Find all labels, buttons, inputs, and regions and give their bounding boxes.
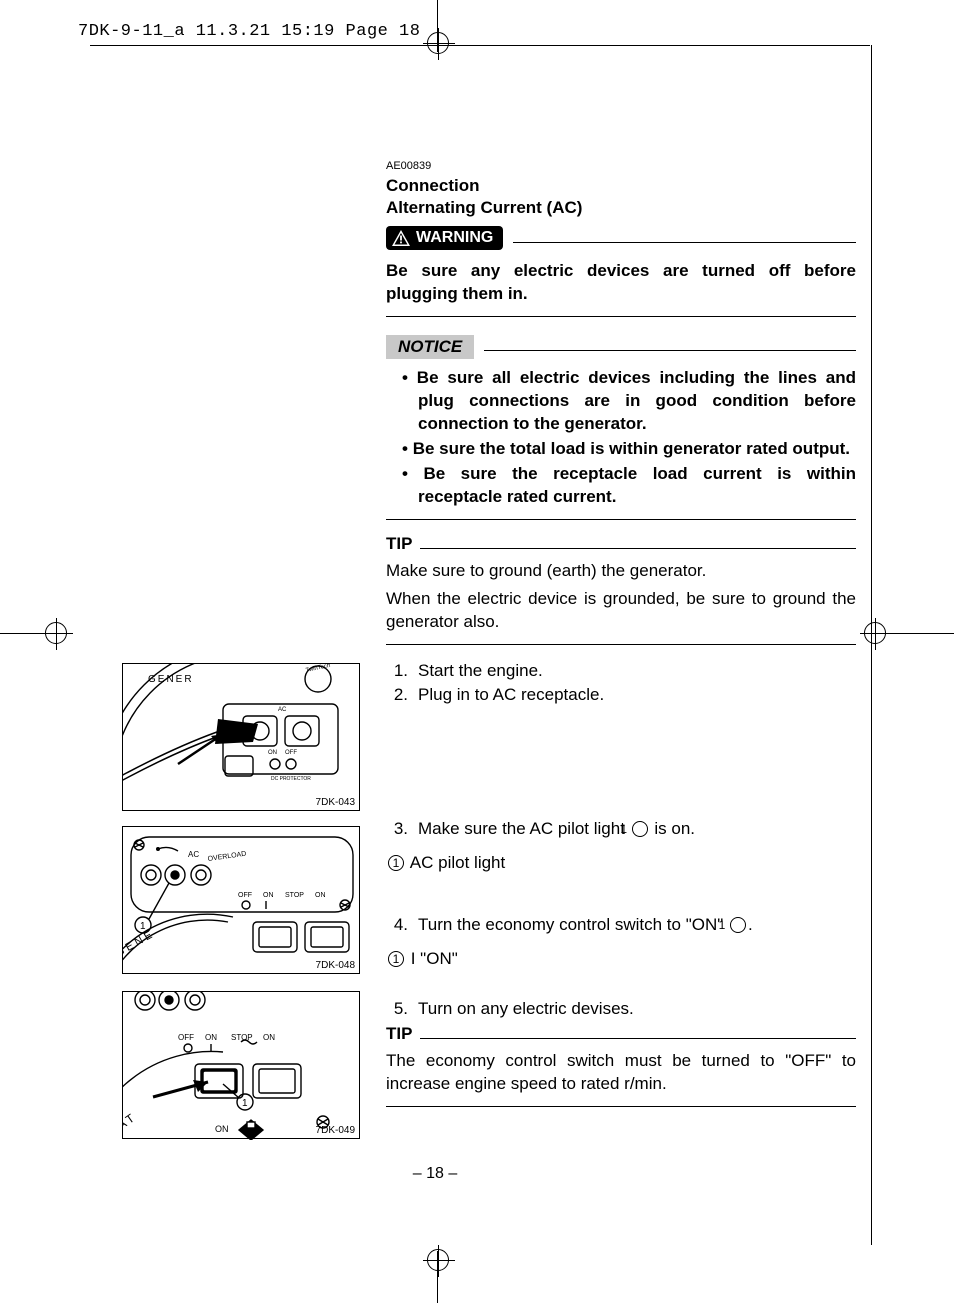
svg-text:ON: ON: [315, 892, 326, 899]
section-title: Connection: [386, 176, 856, 196]
page-number: – 18 –: [0, 1165, 870, 1183]
procedure-steps: 3.Make sure the AC pilot light 1 is on.: [386, 817, 856, 841]
svg-text:AC: AC: [188, 850, 199, 859]
figure-panel-1: GENER ON OFF AC DC PROTECTOR TwinTech 7D…: [122, 663, 360, 811]
main-column: AE00839 Connection Alternating Current (…: [386, 160, 856, 1107]
tip-text: Make sure to ground (earth) the generato…: [386, 560, 856, 583]
imprint-header: 7DK-9-11_a 11.3.21 15:19 Page 18: [78, 22, 420, 41]
svg-text:OFF: OFF: [178, 1033, 194, 1042]
notice-item: Be sure the receptacle load current is w…: [386, 463, 856, 509]
warning-heading: WARNING: [386, 226, 856, 250]
notice-badge: NOTICE: [386, 335, 474, 359]
registration-mark: [427, 32, 449, 54]
crop-mark: [871, 45, 872, 1245]
svg-text:ON: ON: [268, 750, 277, 756]
svg-text:AC: AC: [278, 707, 287, 713]
notice-list: Be sure all electric devices including t…: [386, 367, 856, 509]
notice-item: Be sure the total load is within generat…: [386, 438, 856, 461]
tip-text: When the electric device is grounded, be…: [386, 588, 856, 634]
figure-code: 7DK-048: [316, 960, 355, 971]
registration-mark: [427, 1249, 449, 1271]
svg-text:1: 1: [140, 921, 146, 932]
svg-text:DC PROTECTOR: DC PROTECTOR: [271, 776, 311, 782]
step-item: 5.Turn on any electric devises.: [386, 997, 856, 1021]
step-item: 4.Turn the economy control switch to "ON…: [386, 913, 856, 937]
svg-text:TwinTech: TwinTech: [305, 664, 331, 674]
svg-text:ON: ON: [205, 1033, 217, 1042]
callout-1-icon: 1: [388, 951, 404, 967]
svg-text:ON: ON: [263, 1033, 275, 1042]
warning-badge: WARNING: [386, 226, 503, 250]
svg-text:OFF: OFF: [285, 750, 297, 756]
warning-text: Be sure any electric devices are turned …: [386, 260, 856, 306]
svg-text:1: 1: [242, 1098, 248, 1109]
svg-text:AT: AT: [123, 1109, 139, 1132]
figure-panel-2: AC OVERLOAD OFF ON STOP ON GENE 1 7DK-04…: [122, 826, 360, 974]
svg-text:STOP: STOP: [285, 892, 304, 899]
registration-mark: [45, 622, 67, 644]
warning-label: WARNING: [416, 229, 493, 247]
step-item: 3.Make sure the AC pilot light 1 is on.: [386, 817, 856, 841]
callout-1-icon: 1: [632, 821, 648, 837]
svg-text:ON: ON: [263, 892, 274, 899]
tip-label: TIP: [386, 534, 412, 554]
tip-heading: TIP: [386, 1024, 856, 1044]
procedure-steps: 1.Start the engine. 2.Plug in to AC rece…: [386, 659, 856, 707]
svg-text:ON: ON: [215, 1124, 229, 1134]
section-subtitle: Alternating Current (AC): [386, 198, 856, 218]
reference-code: AE00839: [386, 160, 856, 172]
procedure-steps: 4.Turn the economy control switch to "ON…: [386, 913, 856, 937]
callout-1-icon: 1: [388, 855, 404, 871]
tip-label: TIP: [386, 1024, 412, 1044]
notice-item: Be sure all electric devices including t…: [386, 367, 856, 436]
svg-text:OFF: OFF: [238, 892, 252, 899]
registration-mark: [864, 622, 886, 644]
procedure-steps: 5.Turn on any electric devises.: [386, 997, 856, 1021]
step-item: 2.Plug in to AC receptacle.: [386, 683, 856, 707]
warning-icon: [392, 230, 410, 246]
figure-code: 7DK-049: [316, 1125, 355, 1136]
callout-legend: 1 I "ON": [386, 949, 856, 969]
callout-legend: 1 AC pilot light: [386, 853, 856, 873]
figure-panel-3: OFF ON STOP ON 1 AT ON 7DK-049: [122, 991, 360, 1139]
svg-text:GENER: GENER: [148, 674, 194, 685]
step-item: 1.Start the engine.: [386, 659, 856, 683]
notice-heading: NOTICE: [386, 335, 856, 359]
svg-text:OVERLOAD: OVERLOAD: [207, 851, 247, 863]
tip-text: The economy control switch must be turne…: [386, 1050, 856, 1096]
crop-mark: [90, 45, 870, 46]
figure-code: 7DK-043: [316, 797, 355, 808]
callout-1-icon: 1: [730, 917, 746, 933]
tip-heading: TIP: [386, 534, 856, 554]
